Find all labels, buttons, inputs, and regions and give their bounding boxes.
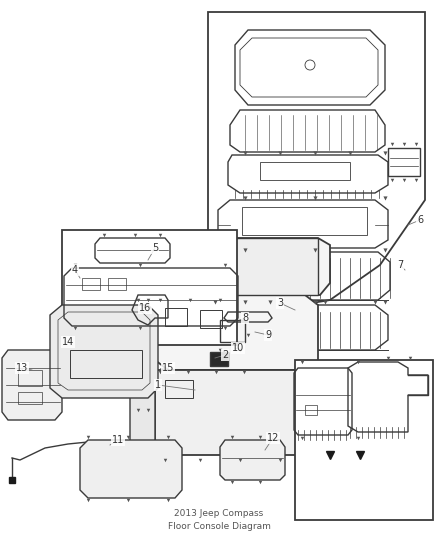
Text: 8: 8 [242, 313, 248, 323]
Polygon shape [2, 350, 62, 420]
Bar [165, 380, 193, 398]
Bar [220, 320, 245, 342]
Bar [70, 350, 142, 378]
Polygon shape [155, 295, 318, 370]
Text: 1: 1 [155, 380, 161, 390]
Text: 11: 11 [112, 435, 124, 445]
Bar [295, 360, 433, 520]
Bar [62, 230, 237, 345]
Polygon shape [130, 360, 155, 460]
Text: 10: 10 [232, 343, 244, 353]
Bar [18, 392, 42, 404]
Text: 16: 16 [139, 303, 151, 313]
Bar [108, 278, 126, 290]
Text: 4: 4 [72, 265, 78, 275]
Text: 2013 Jeep Compass
Floor Console Diagram: 2013 Jeep Compass Floor Console Diagram [168, 509, 270, 531]
Text: 6: 6 [417, 215, 423, 225]
Bar [210, 352, 228, 366]
Polygon shape [168, 238, 318, 295]
Polygon shape [155, 370, 318, 455]
Text: 7: 7 [397, 260, 403, 270]
Text: 13: 13 [16, 363, 28, 373]
Bar [388, 148, 420, 176]
Polygon shape [155, 238, 330, 295]
Text: 15: 15 [162, 363, 174, 373]
Polygon shape [80, 440, 182, 498]
Bar [18, 370, 42, 386]
Text: 5: 5 [152, 243, 158, 253]
Bar [165, 308, 187, 326]
Bar [260, 162, 350, 180]
Polygon shape [220, 440, 285, 480]
Text: 12: 12 [267, 433, 279, 443]
Bar [82, 278, 100, 290]
Bar [242, 207, 367, 235]
Text: 3: 3 [277, 298, 283, 308]
Text: 14: 14 [62, 337, 74, 347]
Text: 2: 2 [222, 350, 228, 360]
Bar [200, 310, 222, 328]
Bar [305, 405, 317, 415]
Polygon shape [50, 305, 158, 398]
Text: 9: 9 [265, 330, 271, 340]
